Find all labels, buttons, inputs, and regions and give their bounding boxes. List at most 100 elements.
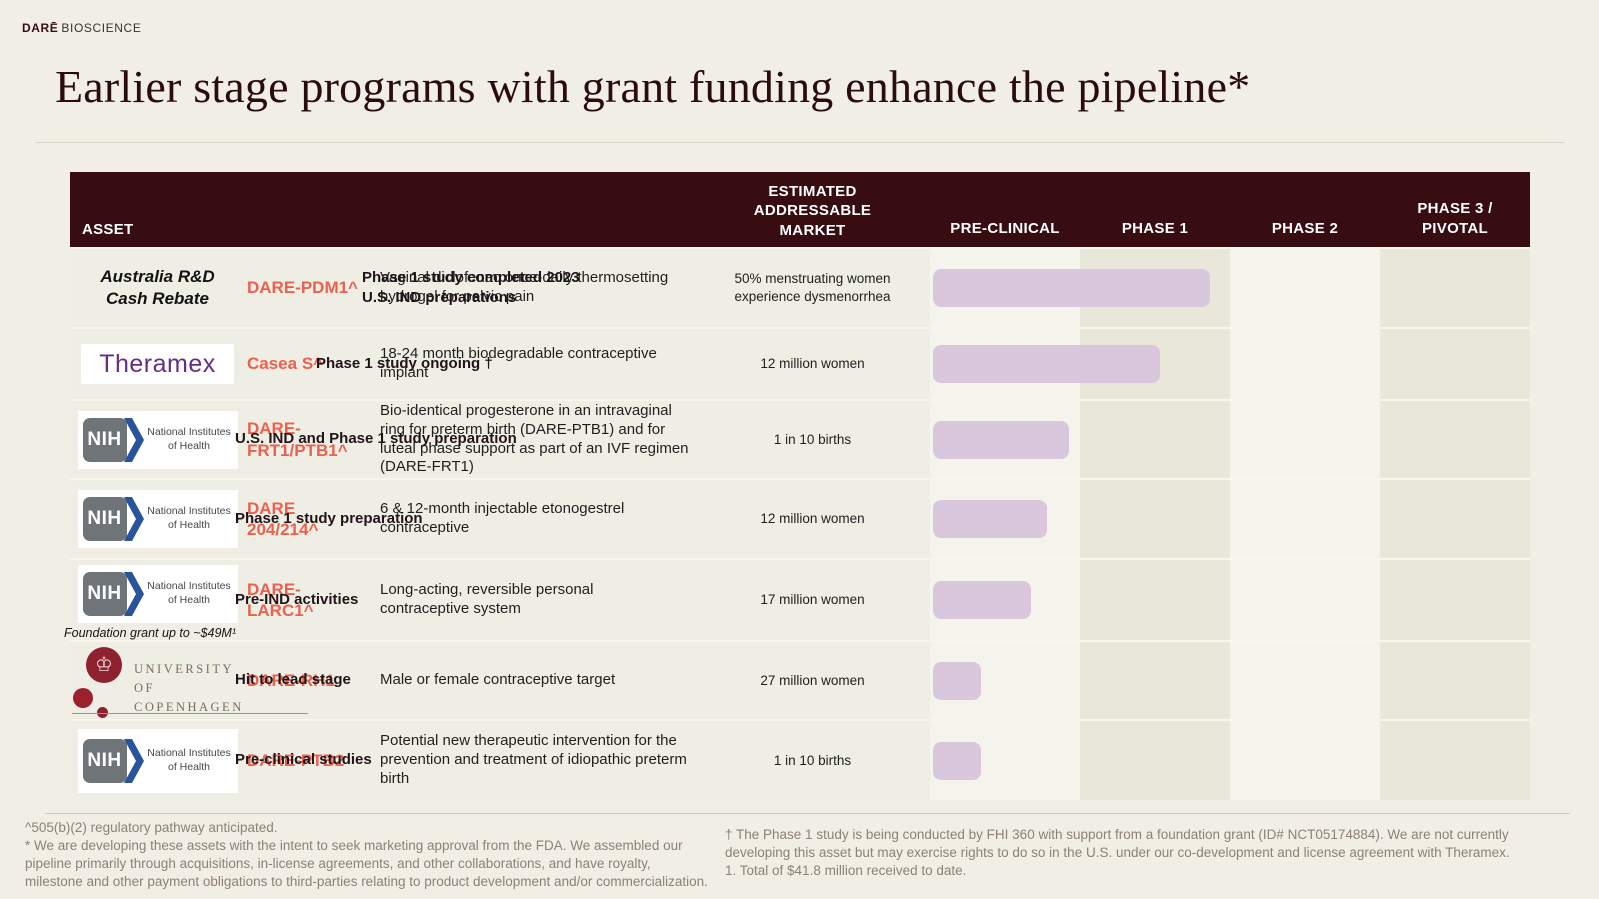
nih-acronym-badge: NIH xyxy=(82,417,127,462)
asset-name: DARE- FRT1/PTB1^ xyxy=(247,419,348,460)
header-phase1: PHASE 1 xyxy=(1121,219,1189,237)
asset-name: DARE- LARC1^ xyxy=(247,579,314,620)
header-asset: ASSET xyxy=(82,221,134,238)
table-row-dare-rh1: ♔ UNIVERSITY OF COPENHAGEN DARE-RH1 Male… xyxy=(70,642,1530,719)
status-text: Phase 1 study ongoing † xyxy=(316,354,493,372)
asset-name: DARE-PTB2 xyxy=(247,750,345,770)
phase2-band xyxy=(1230,329,1380,399)
nih-logo: NIH National Institutes of Health xyxy=(77,410,238,469)
org-cell: Australia R&D Cash Rebate xyxy=(70,249,245,327)
nih-logo-text: National Institutes of Health xyxy=(147,425,231,452)
addressable-market: 1 in 10 births xyxy=(773,752,852,768)
asset-name: DARE-PDM1^ xyxy=(247,278,358,298)
footnote-left: ^505(b)(2) regulatory pathway anticipate… xyxy=(25,820,708,890)
copenhagen-crown-glyph: ♔ xyxy=(95,654,113,676)
progress-bar xyxy=(933,345,1160,383)
header-market: ESTIMATED ADDRESSABLE MARKET xyxy=(753,182,872,239)
nih-logo: NIH National Institutes of Health xyxy=(77,565,238,623)
org-cell: Theramex xyxy=(70,329,245,399)
copenhagen-seal-icon: ♔ xyxy=(86,647,122,683)
asset-name: Casea S^ xyxy=(247,354,324,374)
footnote-right: † The Phase 1 study is being conducted b… xyxy=(725,827,1510,879)
asset-description: Long-acting, reversible personal contrac… xyxy=(380,581,594,617)
table-row-dare-larc1: NIH National Institutes of Health Founda… xyxy=(64,560,1530,640)
theramex-wordmark: Theramex xyxy=(99,349,216,378)
table-row-dare-ptb2: NIH National Institutes of Health DARE-P… xyxy=(70,721,1530,800)
phase3-band xyxy=(1380,401,1530,478)
footnote-divider xyxy=(45,813,1570,814)
phase3-band xyxy=(1380,721,1530,800)
copenhagen-logo: ♔ UNIVERSITY OF COPENHAGEN xyxy=(70,642,308,719)
nih-acronym-badge: NIH xyxy=(82,738,127,783)
progress-bar xyxy=(933,661,981,700)
asset-description: Bio-identical progesterone in an intrava… xyxy=(380,402,689,476)
nih-logo-text: National Institutes of Health xyxy=(147,580,231,606)
header-phase3-pivotal: PHASE 3 / PIVOTAL xyxy=(1417,200,1493,237)
copenhagen-dot-icon xyxy=(73,688,93,708)
phase3-band xyxy=(1380,560,1530,640)
phase1-band xyxy=(1080,721,1230,800)
phase2-band xyxy=(1230,401,1380,478)
nih-chevron-icon xyxy=(123,497,144,541)
status-text: Phase 1 study preparation xyxy=(235,509,423,527)
phase1-band xyxy=(1080,560,1230,640)
org-cell: NIH National Institutes of Health xyxy=(70,401,245,478)
phase1-band xyxy=(1080,401,1230,478)
nih-acronym: NIH xyxy=(87,583,122,604)
copenhagen-wordmark: UNIVERSITY OF COPENHAGEN xyxy=(134,662,244,714)
org-cell: NIH National Institutes of Health xyxy=(70,480,245,558)
addressable-market: 1 in 10 births xyxy=(773,431,852,447)
table-row-casea-s: Theramex Casea S^ 18-24 month biodegrada… xyxy=(70,329,1530,399)
phase3-band xyxy=(1380,642,1530,719)
nih-logo: NIH National Institutes of Health xyxy=(77,728,238,793)
phase2-band xyxy=(1230,642,1380,719)
australia-rd-rebate-label: Australia R&D Cash Rebate xyxy=(100,266,215,308)
phase1-band xyxy=(1080,480,1230,558)
progress-bar xyxy=(933,741,981,780)
phase1-band xyxy=(1080,642,1230,719)
asset-description: Vaginal diclofenac once-daily thermosett… xyxy=(380,269,669,305)
nih-chevron-icon xyxy=(123,738,144,783)
phase2-band xyxy=(1230,249,1380,327)
header-preclinical: PRE-CLINICAL xyxy=(950,219,1060,237)
asset-description: Potential new therapeutic intervention f… xyxy=(380,732,687,787)
addressable-market: 12 million women xyxy=(760,356,865,372)
progress-bar xyxy=(933,500,1047,538)
org-cell: NIH National Institutes of Health Founda… xyxy=(64,560,245,640)
org-cell: ♔ UNIVERSITY OF COPENHAGEN xyxy=(70,642,308,719)
copenhagen-dot-icon xyxy=(97,707,108,718)
addressable-market: 12 million women xyxy=(760,511,865,527)
status-text: Hit to lead stage xyxy=(235,671,351,689)
page-title: Earlier stage programs with grant fundin… xyxy=(55,61,1251,112)
header-phase2: PHASE 2 xyxy=(1271,219,1339,237)
progress-bar xyxy=(933,269,1210,307)
company-logo-dare: DARĒ xyxy=(22,21,59,35)
addressable-market: 50% menstruating women experience dysmen… xyxy=(734,271,891,304)
status-text: Phase 1 study completed 2023 U.S. IND pr… xyxy=(362,268,580,306)
asset-description: 6 & 12-month injectable etonogestrel con… xyxy=(380,500,625,536)
status-text: Pre-clinical studies xyxy=(235,751,372,769)
pipeline-table: ASSET ESTIMATED ADDRESSABLE MARKET PRE-C… xyxy=(64,172,1530,800)
phase3-band xyxy=(1380,480,1530,558)
nih-logo-text: National Institutes of Health xyxy=(147,505,231,531)
progress-bar xyxy=(933,420,1069,459)
addressable-market: 17 million women xyxy=(760,592,865,608)
status-text: U.S. IND and Phase 1 study preparation xyxy=(235,430,517,448)
nih-acronym: NIH xyxy=(87,749,122,771)
nih-acronym: NIH xyxy=(87,508,122,529)
status-text: Pre-IND activities xyxy=(235,590,359,608)
asset-description: 18-24 month biodegradable contraceptive … xyxy=(380,345,657,381)
nih-acronym-badge: NIH xyxy=(82,497,127,541)
org-cell: NIH National Institutes of Health xyxy=(70,721,245,800)
nih-logo: NIH National Institutes of Health xyxy=(77,490,238,548)
company-logo: DARĒ BIOSCIENCE xyxy=(22,21,141,35)
table-row-dare-frt1-ptb1: NIH National Institutes of Health DARE- … xyxy=(70,401,1530,478)
nih-acronym-badge: NIH xyxy=(82,572,127,616)
phase3-band xyxy=(1380,329,1530,399)
nih-chevron-icon xyxy=(123,417,144,462)
phase3-band xyxy=(1380,249,1530,327)
phase2-band xyxy=(1230,560,1380,640)
progress-bar xyxy=(933,581,1031,619)
table-row-dare-pdm1: Australia R&D Cash Rebate DARE-PDM1^ Vag… xyxy=(70,249,1530,327)
